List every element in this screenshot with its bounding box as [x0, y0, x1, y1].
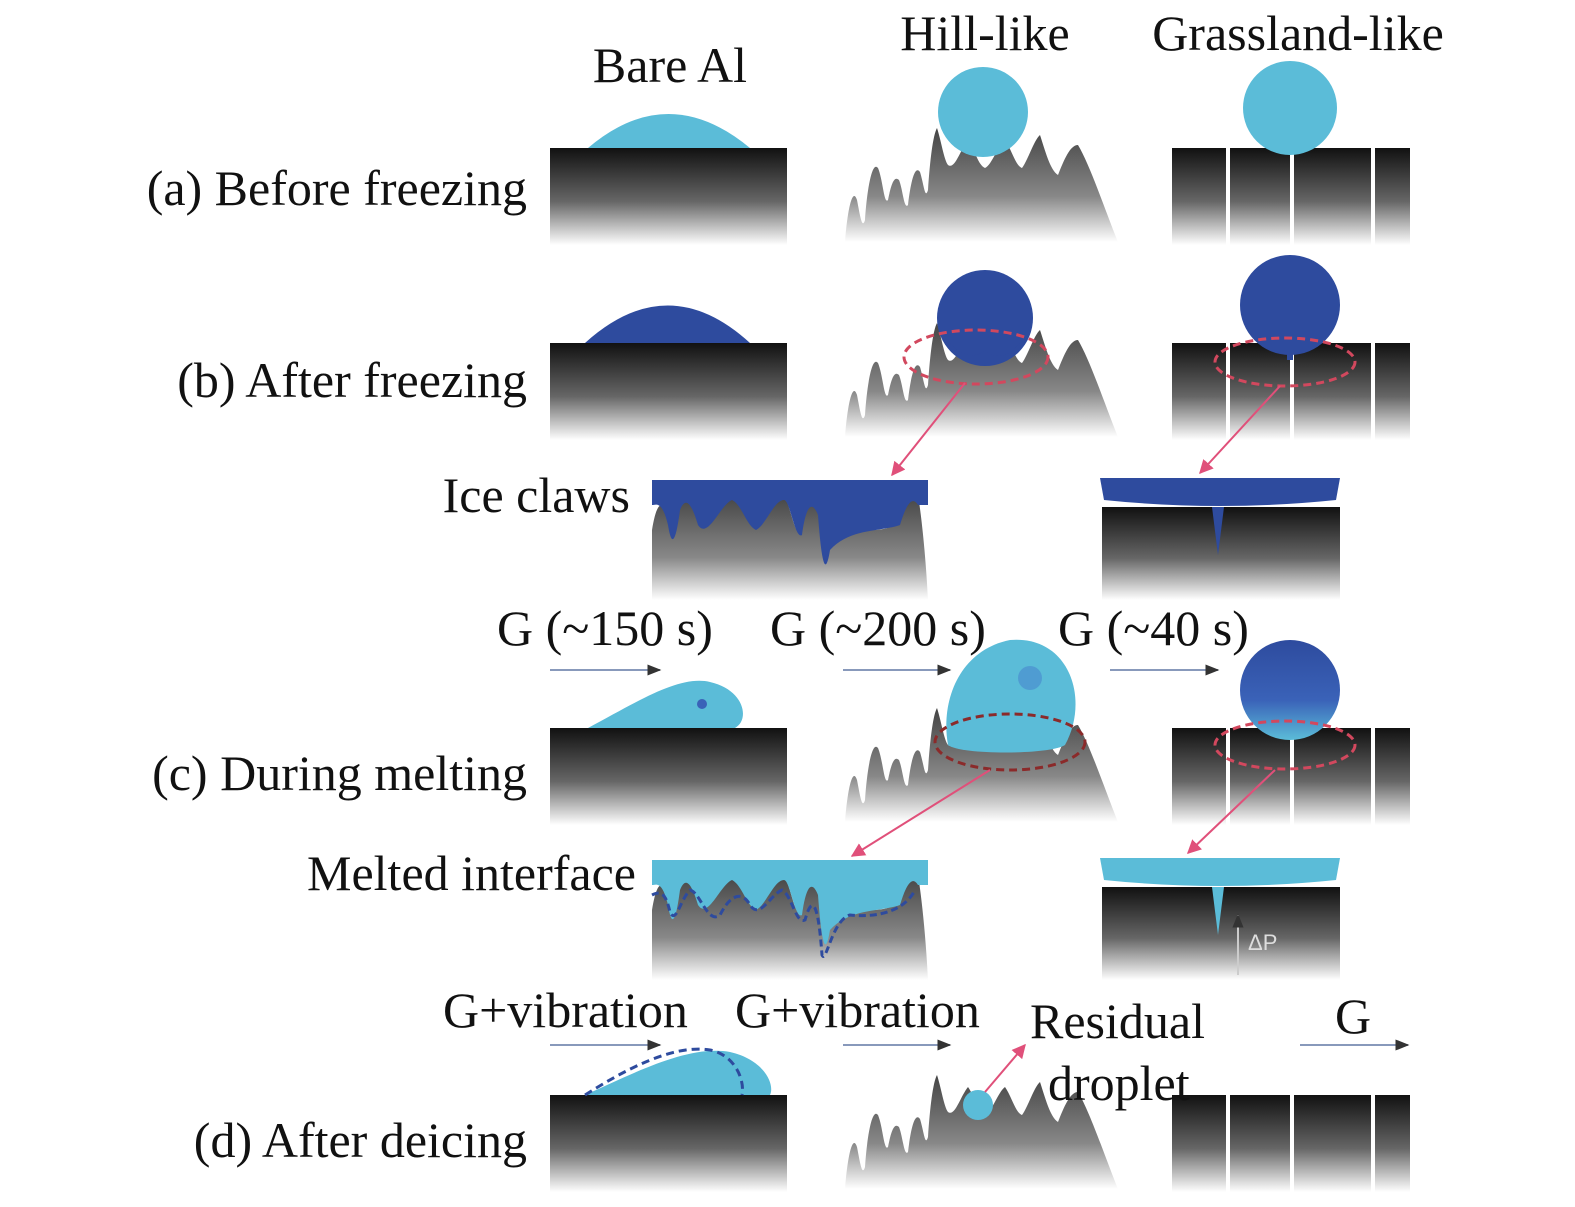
force-label: G (~40 s): [1058, 600, 1249, 656]
row-label: (b) After freezing: [177, 352, 527, 408]
pressure-label: ΔP: [1248, 930, 1277, 955]
annotation: Residual: [1030, 993, 1205, 1049]
force-label: G+vibration: [735, 982, 980, 1038]
force-label: G (~150 s): [497, 600, 713, 656]
row-label: (c) During melting: [152, 745, 527, 801]
annotation: droplet: [1048, 1055, 1190, 1111]
annotation: Melted interface: [307, 845, 636, 901]
row-label: (d) After deicing: [194, 1112, 527, 1168]
force-label: G (~200 s): [770, 600, 986, 656]
arrows: [550, 382, 1410, 1093]
details: [651, 478, 1340, 980]
force-label: G: [1335, 988, 1371, 1044]
droplets: [584, 61, 1340, 1120]
annotation: Ice claws: [443, 467, 630, 523]
column-header: Grassland-like: [1152, 5, 1444, 61]
column-header: Hill-like: [900, 5, 1069, 61]
force-label: G+vibration: [443, 982, 688, 1038]
column-header: Bare Al: [593, 37, 747, 93]
highlight-ellipses: [902, 328, 1357, 772]
row-label: (a) Before freezing: [147, 160, 527, 216]
labels: Bare Al Hill-like Grassland-like (a) Bef…: [147, 5, 1444, 1168]
